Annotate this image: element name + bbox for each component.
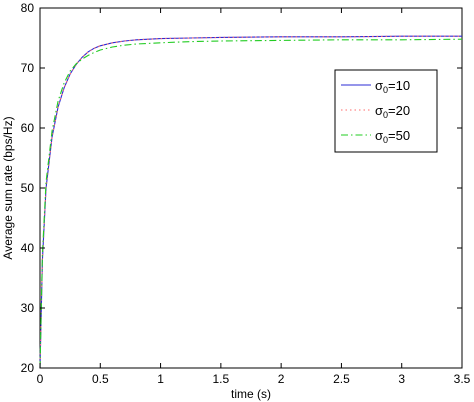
x-tick-label-3: 1.5 xyxy=(213,372,230,386)
y-tick-labels: 20 30 40 50 60 70 80 xyxy=(21,1,35,375)
x-tick-label-0: 0 xyxy=(37,372,44,386)
plot-frame xyxy=(39,7,463,369)
x-tick-label-5: 2.5 xyxy=(333,372,350,386)
x-tick-label-7: 3.5 xyxy=(454,372,471,386)
y-tick-label-2: 40 xyxy=(21,241,35,255)
legend-box xyxy=(334,69,438,153)
series-lines xyxy=(39,35,463,369)
legend: σ0=10 σ0=20 σ0=50 xyxy=(334,69,438,153)
x-axis-label: time (s) xyxy=(231,387,271,401)
x-tick-label-1: 0.5 xyxy=(92,372,109,386)
series-line-3 xyxy=(39,38,463,369)
y-tick-label-5: 70 xyxy=(21,61,35,75)
y-tick-label-4: 60 xyxy=(21,121,35,135)
y-axis-label: Average sum rate (bps/Hz) xyxy=(1,116,15,259)
legend-label-1: σ0=10 xyxy=(375,78,410,95)
x-tick-labels: 0 0.5 1 1.5 2 2.5 3 3.5 xyxy=(37,372,471,386)
x-tick-label-4: 2 xyxy=(278,372,285,386)
x-tick-label-6: 3 xyxy=(398,372,405,386)
y-tick-label-6: 80 xyxy=(21,1,35,15)
x-tick-label-2: 1 xyxy=(157,372,164,386)
plot-area xyxy=(39,7,463,369)
axis-ticks xyxy=(39,7,463,369)
series-line-2 xyxy=(39,35,462,369)
y-tick-label-3: 50 xyxy=(21,181,35,195)
legend-label-3: σ0=50 xyxy=(375,128,410,145)
y-tick-label-0: 20 xyxy=(21,361,35,375)
legend-label-2: σ0=20 xyxy=(375,103,410,120)
y-tick-label-1: 30 xyxy=(21,301,35,315)
